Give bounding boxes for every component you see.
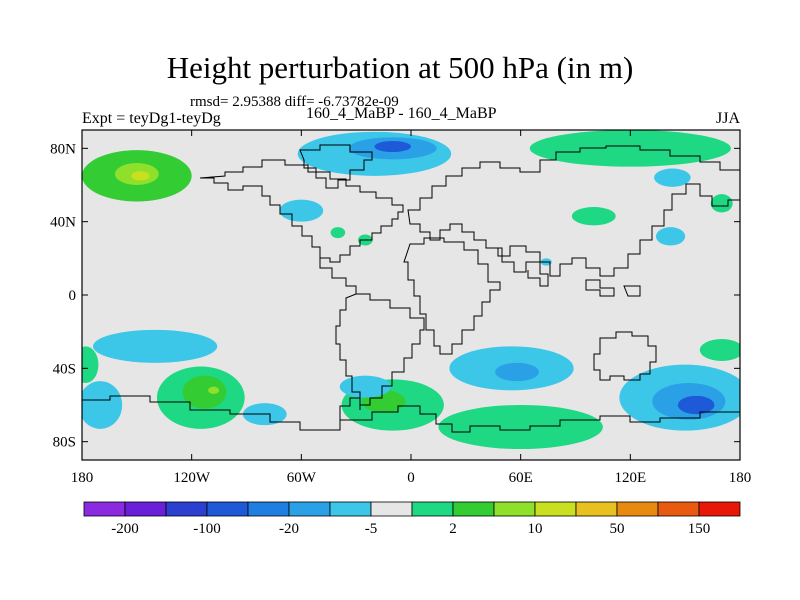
coastlines bbox=[82, 144, 740, 433]
anomaly-s-pacific-high-peak bbox=[208, 386, 220, 395]
x-tick-label-3: 0 bbox=[407, 470, 415, 486]
x-tick-label-5: 120E bbox=[614, 470, 646, 486]
colorbar-label-2: -20 bbox=[279, 521, 299, 537]
y-tick-label-4: 80S bbox=[53, 435, 76, 451]
colorbar-swatch-10 bbox=[493, 501, 536, 517]
colorbar-swatch-2 bbox=[165, 501, 208, 517]
season-label: JJA bbox=[716, 110, 741, 127]
colorbar-swatch-12 bbox=[575, 501, 618, 517]
colorbar: -200 -100 -20 -5 2 10 50 150 bbox=[83, 501, 741, 537]
colorbar-swatch-14 bbox=[657, 501, 700, 517]
y-tick-label-3: 40S bbox=[53, 361, 76, 377]
colorbar-swatch-11 bbox=[534, 501, 577, 517]
anomaly-s-pacific-high-core bbox=[182, 375, 227, 409]
colorbar-label-0: -200 bbox=[111, 521, 139, 537]
coast-eurasia bbox=[407, 145, 740, 277]
x-tick-label-1: 120W bbox=[173, 470, 211, 486]
anomaly-far-ne-asia-high bbox=[710, 194, 733, 213]
anomaly-eurasia-high bbox=[571, 207, 616, 226]
axis-ticks: 180 120W 60W 0 60E 120E 180 80N 40N 0 40S 80S bbox=[50, 130, 751, 486]
stats-line: rmsd= 2.95388 diff= -6.73782e-09 bbox=[190, 94, 399, 110]
anomaly-ne-asia-low bbox=[654, 168, 691, 187]
colorbar-swatch-6 bbox=[329, 501, 372, 517]
coast-south-america bbox=[335, 293, 425, 406]
coast-greenland bbox=[299, 144, 373, 189]
colorbar-swatch-13 bbox=[616, 501, 659, 517]
coast-south-asia bbox=[486, 247, 549, 287]
colorbar-swatch-7 bbox=[370, 501, 413, 517]
coast-antarctic-peninsula bbox=[339, 397, 361, 420]
colorbar-swatch-4 bbox=[247, 501, 290, 517]
colorbar-swatch-8 bbox=[411, 501, 454, 517]
colorbar-label-6: 50 bbox=[610, 521, 625, 537]
anomaly-east-asia-low bbox=[655, 227, 686, 246]
colorbar-swatch-15 bbox=[698, 501, 741, 517]
coast-central-america bbox=[319, 258, 357, 294]
anomaly-siberia-arctic-high bbox=[529, 130, 731, 167]
anomaly-n-pacific-peak bbox=[131, 171, 150, 181]
y-tick-label-2: 0 bbox=[69, 288, 77, 304]
anomaly-s-indian-south-high bbox=[438, 405, 603, 449]
expt-label: Expt = teyDg1-teyDg bbox=[82, 110, 221, 127]
colorbar-swatch-9 bbox=[452, 501, 495, 517]
coast-australia bbox=[593, 331, 657, 381]
coast-africa bbox=[403, 237, 501, 355]
anomaly-s-pacific-far-high bbox=[82, 346, 99, 383]
colorbar-swatch-5 bbox=[288, 501, 331, 517]
colorbar-swatch-0 bbox=[83, 501, 126, 517]
x-tick-label-4: 60E bbox=[509, 470, 533, 486]
coast-antarctica bbox=[82, 395, 740, 433]
colorbar-label-1: -100 bbox=[193, 521, 221, 537]
x-tick-label-0: 180 bbox=[71, 470, 94, 486]
colorbar-swatch-3 bbox=[206, 501, 249, 517]
anomaly-field bbox=[82, 130, 740, 449]
coast-north-america bbox=[199, 159, 404, 263]
colorbar-swatch-1 bbox=[124, 501, 167, 517]
colorbar-label-7: 150 bbox=[688, 521, 711, 537]
colorbar-label-3: -5 bbox=[365, 521, 378, 537]
x-tick-label-6: 180 bbox=[729, 470, 752, 486]
anomaly-s-ocean-low-deep bbox=[677, 395, 715, 415]
anomaly-pacific-nw-low bbox=[279, 199, 324, 222]
coast-se-asia-islands bbox=[585, 279, 641, 297]
colorbar-label-5: 10 bbox=[528, 521, 543, 537]
anomaly-w-s-pacific-low bbox=[82, 381, 123, 429]
x-tick-label-2: 60W bbox=[287, 470, 317, 486]
center-label: 160_4_MaBP - 160_4_MaBP bbox=[306, 105, 497, 122]
anomaly-s-pacific-low-band bbox=[92, 329, 218, 363]
anomaly-s-indian-low-core bbox=[495, 362, 539, 382]
anomaly-s-atlantic-low bbox=[339, 375, 391, 398]
y-tick-label-1: 40N bbox=[50, 215, 76, 231]
chart-title: Height perturbation at 500 hPa (in m) bbox=[166, 50, 634, 85]
y-tick-label-0: 80N bbox=[50, 141, 76, 157]
anomaly-arctic-atlantic-deep bbox=[374, 141, 411, 152]
anomaly-s-pacific-east-high bbox=[699, 339, 740, 361]
anomaly-west-n-atl-high bbox=[330, 227, 346, 239]
colorbar-label-4: 2 bbox=[449, 521, 457, 537]
